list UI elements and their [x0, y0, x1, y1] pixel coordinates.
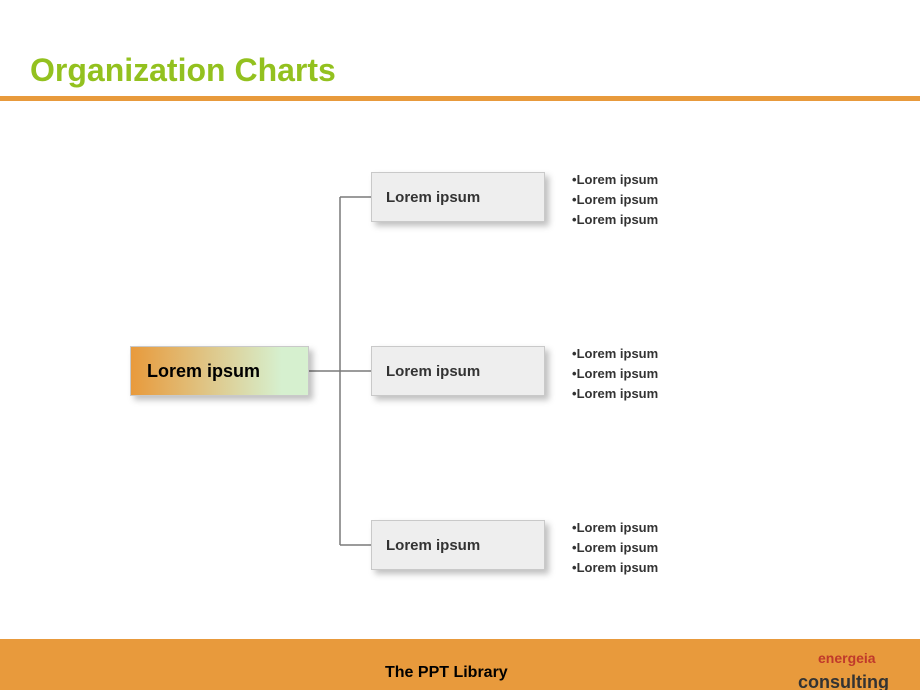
bullet-item: Lorem ipsum: [572, 518, 658, 538]
bullet-item: Lorem ipsum: [572, 558, 658, 578]
bullet-group: Lorem ipsumLorem ipsumLorem ipsum: [572, 344, 658, 404]
org-child-node: Lorem ipsum: [371, 172, 545, 222]
org-child-label: Lorem ipsum: [386, 537, 480, 554]
bullet-item: Lorem ipsum: [572, 538, 658, 558]
bullet-item: Lorem ipsum: [572, 170, 658, 190]
org-connectors: [0, 0, 920, 690]
bullet-item: Lorem ipsum: [572, 190, 658, 210]
org-root-label: Lorem ipsum: [147, 361, 260, 382]
org-child-node: Lorem ipsum: [371, 346, 545, 396]
footer-center-text: The PPT Library: [385, 664, 508, 682]
org-child-node: Lorem ipsum: [371, 520, 545, 570]
bullet-item: Lorem ipsum: [572, 344, 658, 364]
bullet-item: Lorem ipsum: [572, 210, 658, 230]
org-child-label: Lorem ipsum: [386, 363, 480, 380]
bullet-item: Lorem ipsum: [572, 384, 658, 404]
footer-logo-bottom: consulting: [798, 672, 889, 690]
footer-logo-top: energeia: [818, 650, 876, 666]
org-root-node: Lorem ipsum: [130, 346, 309, 396]
bullet-group: Lorem ipsumLorem ipsumLorem ipsum: [572, 170, 658, 230]
bullet-item: Lorem ipsum: [572, 364, 658, 384]
org-child-label: Lorem ipsum: [386, 189, 480, 206]
bullet-group: Lorem ipsumLorem ipsumLorem ipsum: [572, 518, 658, 578]
slide: Organization Charts Lorem ipsum Lorem ip…: [0, 0, 920, 690]
